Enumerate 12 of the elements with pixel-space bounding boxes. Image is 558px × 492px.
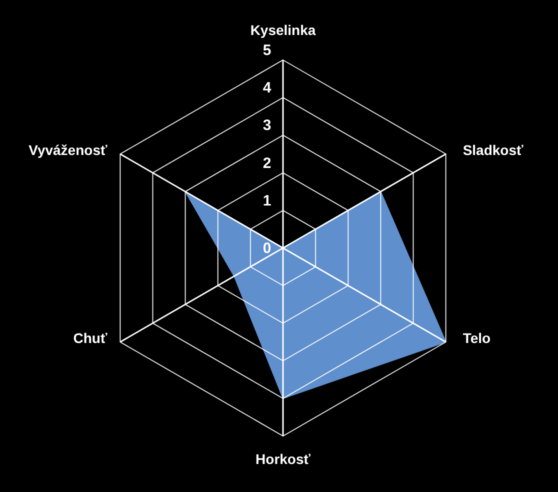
y-tick-label: 2 (262, 154, 272, 172)
y-tick-label: 1 (262, 192, 272, 210)
y-tick-label: 0 (262, 240, 272, 257)
y-tick-label: 4 (262, 80, 272, 97)
spoke-label: Vyváženosť (28, 142, 108, 158)
spoke-label: Sladkosť (462, 142, 524, 158)
y-tick-label: 3 (262, 117, 272, 134)
spoke-label: Kyselinka (250, 22, 316, 38)
spoke-label: Telo (462, 330, 491, 346)
y-tick-label: 5 (262, 42, 272, 59)
spoke-label: Chuť (73, 330, 108, 346)
spoke-label: Horkosť (256, 451, 311, 467)
